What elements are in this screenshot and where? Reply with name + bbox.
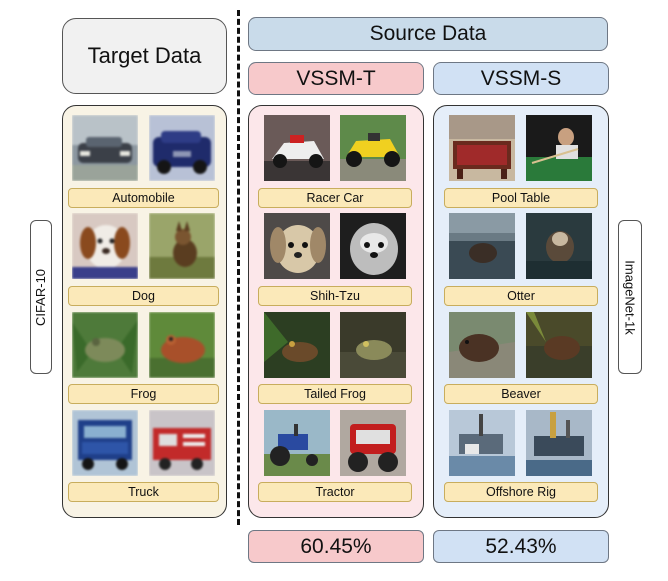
vssm-s-header: VSSM-S [433, 62, 609, 95]
offshore-rig-image-2 [526, 410, 592, 476]
tractor-image-1 [264, 410, 330, 476]
frog-image-2 [149, 312, 215, 378]
otter-image-2 [526, 213, 592, 279]
label-offshore-rig: Offshore Rig [444, 482, 598, 502]
cifar10-text: CIFAR-10 [33, 268, 49, 326]
beaver-image-2 [526, 312, 592, 378]
label-otter: Otter [444, 286, 598, 306]
frog-image-1 [72, 312, 138, 378]
label-tailed-frog: Tailed Frog [258, 384, 412, 404]
label-truck: Truck [68, 482, 219, 502]
dog-image-2 [149, 213, 215, 279]
label-beaver: Beaver [444, 384, 598, 404]
vssm-t-header: VSSM-T [248, 62, 424, 95]
shih-tzu-image-1 [264, 213, 330, 279]
pool-table-image-2 [526, 115, 592, 181]
truck-image-2 [149, 410, 215, 476]
automobile-image-2 [149, 115, 215, 181]
imagenet-side-label: ImageNet-1k [618, 220, 642, 374]
racer-car-image-2 [340, 115, 406, 181]
tailed-frog-image-2 [340, 312, 406, 378]
label-dog: Dog [68, 286, 219, 306]
label-pool-table: Pool Table [444, 188, 598, 208]
dog-image-1 [72, 213, 138, 279]
label-tractor: Tractor [258, 482, 412, 502]
imagenet-text: ImageNet-1k [622, 259, 638, 335]
label-racer-car: Racer Car [258, 188, 412, 208]
offshore-rig-image-1 [449, 410, 515, 476]
shih-tzu-image-2 [340, 213, 406, 279]
dashed-divider [237, 10, 240, 525]
vssm-t-accuracy: 60.45% [248, 530, 424, 563]
source-data-header: Source Data [248, 17, 608, 51]
tailed-frog-image-1 [264, 312, 330, 378]
otter-image-1 [449, 213, 515, 279]
label-shih-tzu: Shih-Tzu [258, 286, 412, 306]
cifar10-side-label: CIFAR-10 [30, 220, 52, 374]
vssm-s-accuracy: 52.43% [433, 530, 609, 563]
tractor-image-2 [340, 410, 406, 476]
racer-car-image-1 [264, 115, 330, 181]
pool-table-image-1 [449, 115, 515, 181]
label-automobile: Automobile [68, 188, 219, 208]
truck-image-1 [72, 410, 138, 476]
beaver-image-1 [449, 312, 515, 378]
target-data-header: Target Data [62, 18, 227, 94]
label-frog: Frog [68, 384, 219, 404]
automobile-image-1 [72, 115, 138, 181]
